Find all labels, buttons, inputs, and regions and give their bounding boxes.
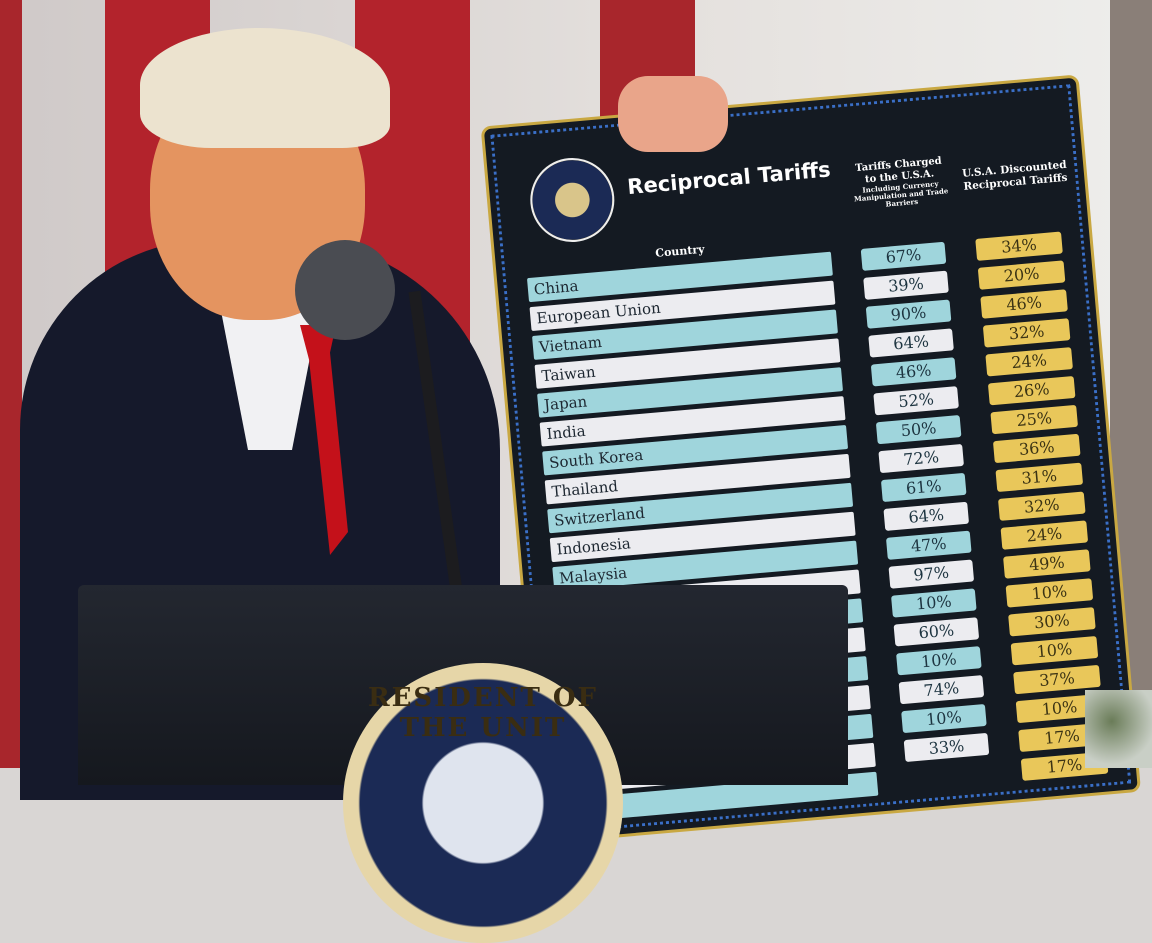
charged-rate: 90% — [865, 299, 952, 329]
discounted-rate: 26% — [987, 375, 1076, 406]
board-title: Reciprocal Tariffs — [626, 157, 832, 200]
charged-rate: 60% — [893, 617, 980, 647]
speaker-hand — [618, 76, 728, 152]
charged-rate: 64% — [883, 501, 970, 531]
discounted-rate: 10% — [1010, 635, 1099, 666]
podium: RESIDENT OF THE UNIT — [78, 585, 848, 943]
charged-rate: 10% — [896, 646, 982, 676]
charged-rate: 10% — [901, 703, 987, 734]
plant — [1085, 690, 1152, 768]
discounted-rate: 10% — [1005, 578, 1094, 608]
discounted-rate: 32% — [982, 318, 1071, 348]
discounted-rate: 24% — [985, 347, 1073, 377]
discounted-rate: 49% — [1003, 549, 1091, 579]
charged-rate: 10% — [891, 588, 977, 618]
presidential-seal-icon — [526, 154, 618, 246]
charged-rate: 97% — [888, 559, 975, 589]
discounted-rate: 32% — [998, 491, 1086, 521]
discounted-rate: 31% — [995, 462, 1084, 493]
country-header: Country — [654, 242, 706, 260]
microphone-icon — [295, 240, 395, 340]
charged-rate: 52% — [873, 386, 959, 416]
charged-rate: 74% — [898, 675, 985, 705]
flag-stripe — [0, 0, 22, 768]
discounted-rate: 34% — [975, 231, 1063, 261]
speaker-hair — [140, 28, 390, 148]
discounted-rate: 36% — [992, 433, 1081, 464]
charged-rate: 67% — [860, 241, 947, 271]
charged-rate: 64% — [868, 328, 954, 358]
discounted-rate: 25% — [990, 404, 1079, 435]
charged-rate: 33% — [903, 732, 990, 763]
charged-rate: 72% — [878, 443, 964, 474]
discounted-header: U.S.A. Discounted Reciprocal Tariffs — [961, 158, 1068, 193]
discounted-rate: 46% — [980, 289, 1068, 319]
charged-header: Tariffs Charged to the U.S.A. Including C… — [848, 155, 952, 212]
discounted-rate: 30% — [1008, 607, 1096, 637]
charged-rate: 50% — [875, 415, 962, 445]
discounted-rate: 20% — [977, 260, 1066, 290]
charged-rate: 39% — [863, 270, 949, 300]
discounted-rate: 24% — [1000, 520, 1089, 550]
charged-rate: 61% — [880, 472, 967, 503]
podium-seal-text: RESIDENT OF THE UNIT — [368, 683, 598, 743]
podium-seal-icon: RESIDENT OF THE UNIT — [343, 663, 623, 943]
charged-rate: 47% — [885, 530, 972, 560]
charged-rate: 46% — [870, 357, 957, 387]
